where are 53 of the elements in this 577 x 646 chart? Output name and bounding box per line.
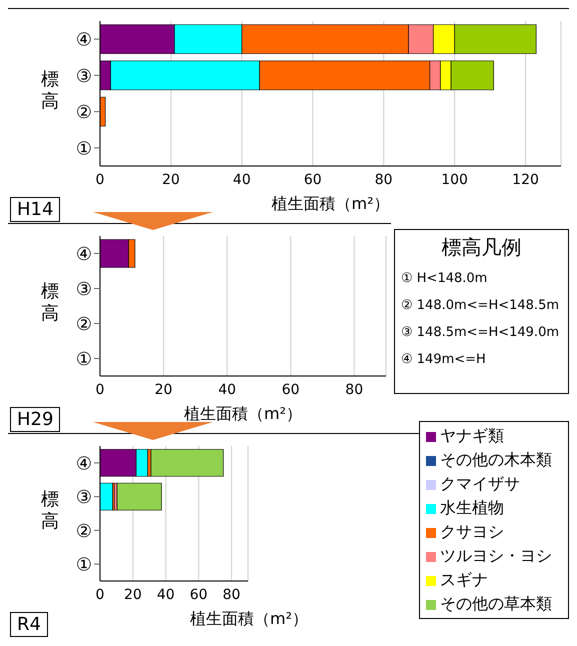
x-axis-title: 植生面積（m²） [189, 609, 309, 630]
y-tick-label: ③ [76, 66, 92, 87]
y-axis-title: 標高 [40, 488, 60, 532]
y-tick-label: ④ [76, 244, 92, 265]
x-tick-label: 80 [374, 172, 393, 188]
y-tick-label: ② [76, 314, 92, 335]
legend-label: クマイザサ [440, 474, 520, 493]
legend-label: ツルヨシ・ヨシ [440, 546, 552, 565]
y-tick-label: ① [76, 554, 92, 576]
y-tick-label: ② [76, 102, 92, 124]
x-tick-label: 0 [96, 382, 104, 398]
legend-label: スギナ [440, 570, 488, 589]
y-tick-label: ③ [76, 278, 92, 300]
text: R4 [10, 612, 48, 637]
text: ① H<148.0m [401, 270, 488, 288]
y-tick-label: ④ [76, 453, 92, 474]
y-tick-label: ① [76, 348, 92, 370]
x-tick-label: 0 [96, 172, 104, 188]
x-tick-label: 60 [304, 172, 322, 188]
x-tick-label: 100 [441, 172, 468, 188]
x-tick-label: 60 [282, 382, 300, 398]
y-tick-label: ① [76, 138, 92, 160]
text: ④ 149m<=H [401, 351, 487, 369]
y-axis-title: 標高 [40, 281, 60, 325]
x-tick-label: 80 [222, 586, 240, 603]
text: ② 148.0m<=H<148.5m [401, 297, 560, 315]
x-axis-title: 植生面積（m²） [270, 194, 390, 215]
x-tick-label: 20 [154, 382, 172, 398]
text: H14 [10, 197, 60, 222]
x-tick-label: 60 [190, 586, 208, 603]
text: H29 [10, 407, 60, 432]
x-tick-label: 40 [156, 586, 175, 603]
x-tick-label: 20 [124, 586, 142, 603]
legend-label: ヤナギ類 [440, 426, 504, 445]
legend-label: 水生植物 [440, 498, 504, 517]
x-tick-label: 80 [345, 382, 364, 398]
legend-label: その他の草本類 [440, 594, 552, 613]
x-tick-label: 120 [512, 172, 539, 188]
text: ③ 148.5m<=H<149.0m [401, 324, 560, 342]
legend-label: その他の木本類 [440, 450, 552, 469]
x-tick-label: 0 [96, 586, 104, 603]
y-axis-title: 標高 [40, 68, 60, 112]
y-tick-label: ② [76, 520, 92, 542]
x-tick-label: 40 [232, 172, 251, 188]
text: 標高凡例 [440, 234, 522, 261]
x-tick-label: 20 [162, 172, 180, 188]
x-tick-label: 40 [218, 382, 236, 398]
y-tick-label: ③ [76, 487, 92, 508]
bar [116, 482, 162, 510]
y-tick-label: ④ [76, 30, 92, 51]
bar [150, 449, 224, 477]
legend-label: クサヨシ [440, 522, 504, 541]
x-axis-title: 植生面積（m²） [183, 404, 303, 425]
